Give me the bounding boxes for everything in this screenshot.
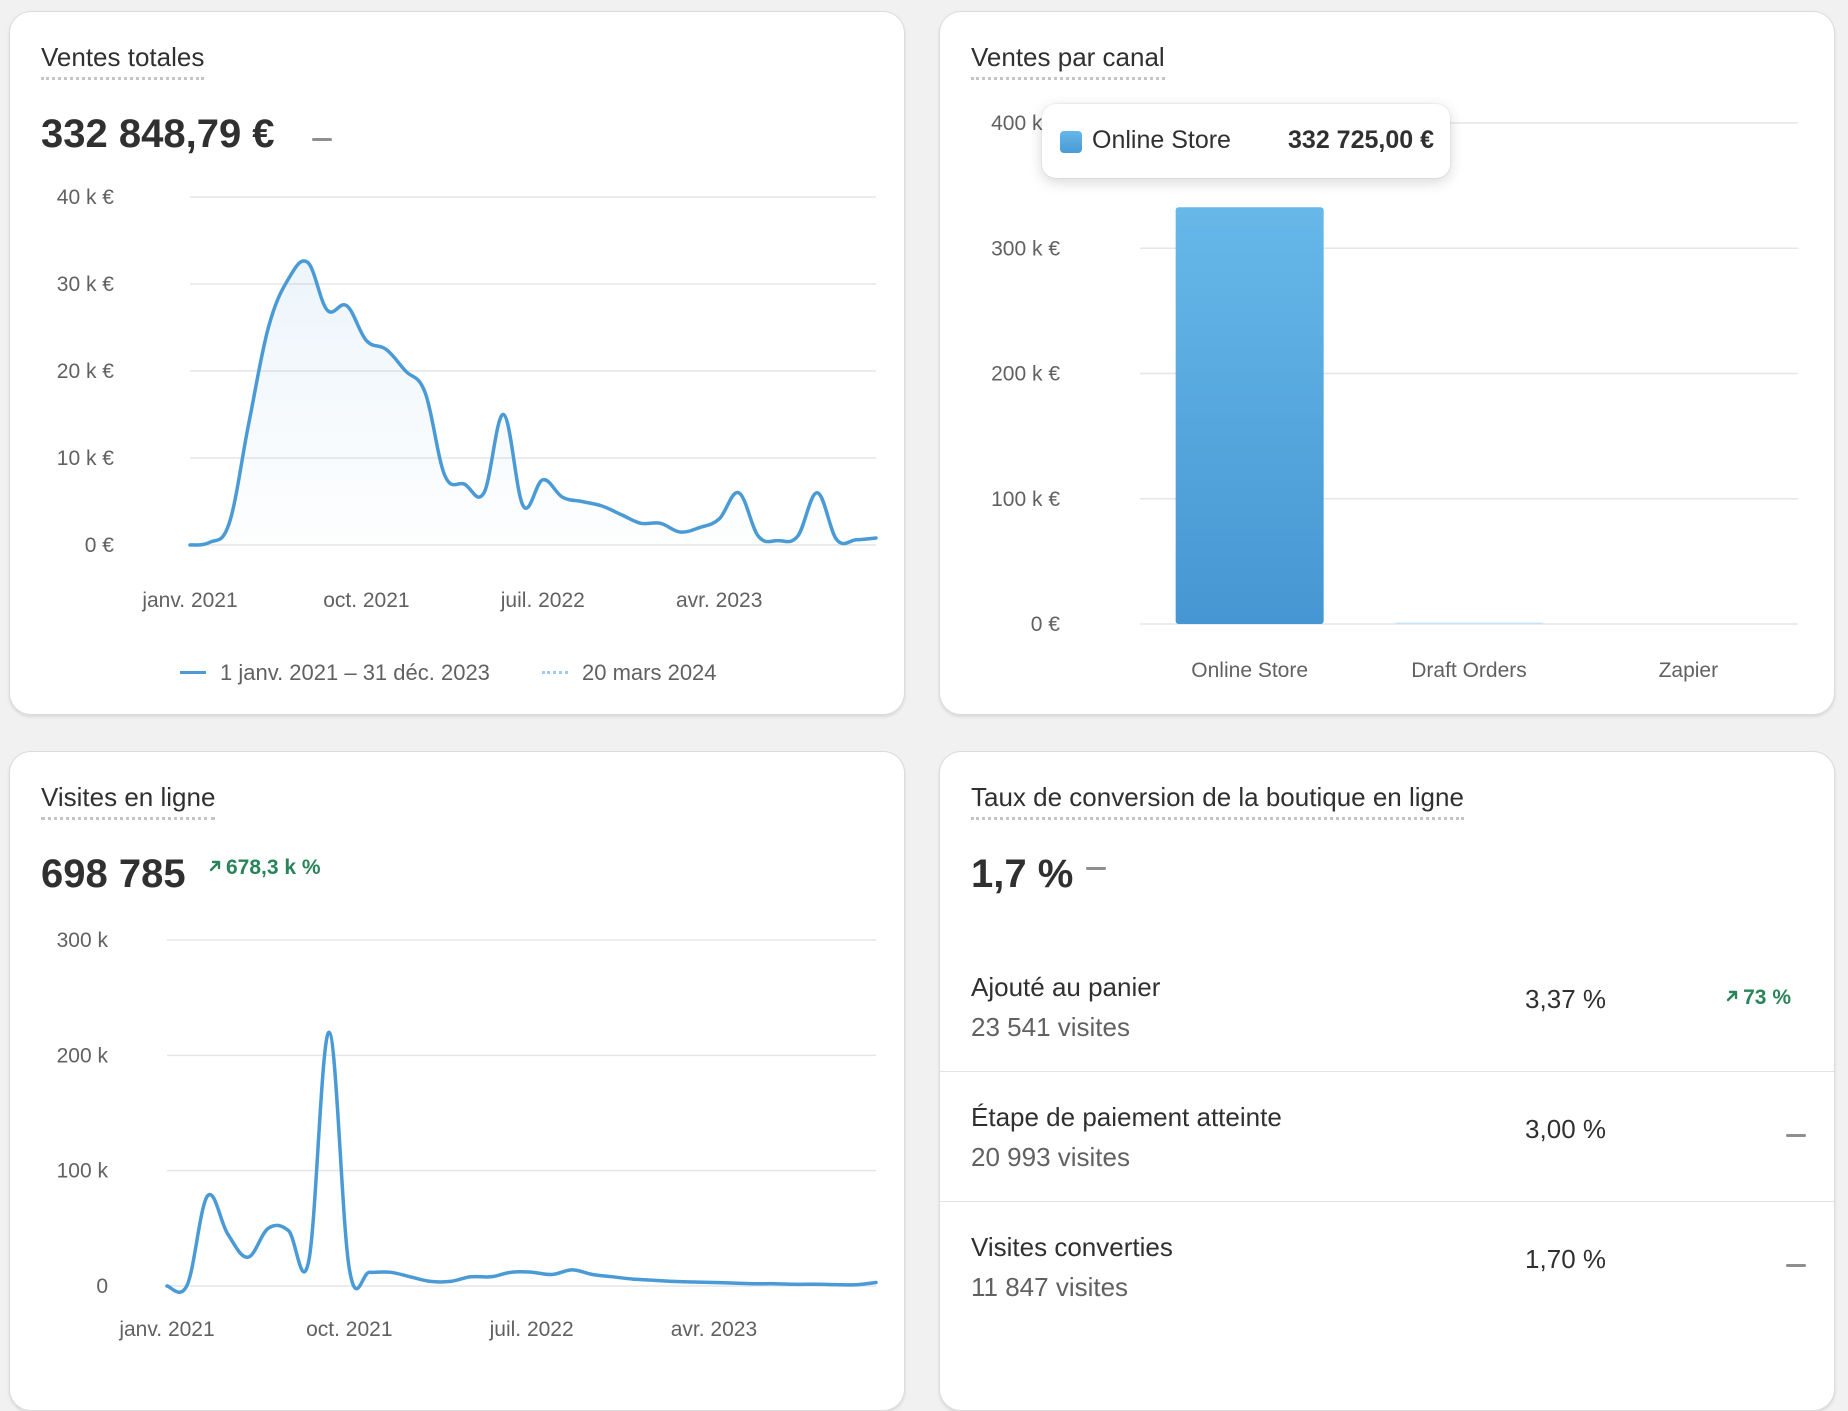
total-sales-area	[190, 260, 876, 545]
total-sales-card: Ventes totales 332 848,79 € 0 € 10 k € 20 …	[9, 11, 905, 715]
row-divider	[940, 1201, 1834, 1202]
tooltip-swatch-icon	[1060, 131, 1082, 153]
y-tick-label: 30 k €	[57, 273, 115, 296]
conversion-row-no-change-dash	[1786, 1134, 1806, 1137]
conversion-row-checkout-reached: Étape de paiement atteinte 20 993 visite…	[940, 1072, 1834, 1202]
bar-online-store[interactable]	[1175, 207, 1324, 624]
sales-by-channel-chart: 0 €100 k €200 k €300 k €400 k € Online S…	[991, 112, 1798, 682]
conversion-rate-card: Taux de conversion de la boutique en lig…	[939, 751, 1835, 1411]
conversion-row-percent: 3,37 %	[1525, 984, 1606, 1014]
channel-tooltip: Online Store 332 725,00 €	[1042, 104, 1450, 178]
y-tick-label: 100 k €	[991, 488, 1060, 511]
conversion-rate-title[interactable]: Taux de conversion de la boutique en lig…	[971, 782, 1464, 820]
conversion-row-change-value: 73 %	[1743, 986, 1791, 1009]
y-tick-label: 300 k	[57, 929, 109, 952]
conversion-rate-value: 1,7 %	[971, 852, 1074, 896]
bar-draft-orders[interactable]	[1395, 622, 1543, 625]
conversion-row-add-to-cart: Ajouté au panier 23 541 visites 3,37 % 7…	[940, 942, 1834, 1072]
conversion-row-label: Étape de paiement atteinte	[971, 1102, 1282, 1132]
conversion-row-change: 73 %	[1725, 986, 1791, 1010]
tooltip-channel-value: 332 725,00 €	[1288, 126, 1434, 154]
online-visits-trend: 678,3 k %	[208, 856, 321, 880]
sales-by-channel-card: Ventes par canal 0 € 100 k € 200 k € 300 k …	[939, 11, 1835, 715]
online-visits-card: Visites en ligne 698 785 678,3 k % 0 100 …	[9, 751, 905, 1411]
x-tick-label: oct. 2021	[323, 589, 409, 612]
legend-current-label: 1 janv. 2021 – 31 déc. 2023	[220, 660, 490, 685]
y-tick-label: 40 k €	[57, 186, 115, 209]
legend-solid-swatch-icon	[180, 671, 206, 674]
x-tick-label: juil. 2022	[489, 1318, 574, 1341]
sales-by-channel-title[interactable]: Ventes par canal	[971, 42, 1165, 80]
x-category-label: Online Store	[1191, 659, 1308, 682]
x-tick-label: avr. 2023	[676, 589, 762, 612]
row-divider	[940, 1071, 1834, 1072]
online-visits-title[interactable]: Visites en ligne	[41, 782, 216, 820]
y-tick-label: 300 k €	[991, 237, 1060, 260]
conversion-row-visits: 11 847 visites	[971, 1272, 1129, 1302]
y-tick-label: 20 k €	[57, 360, 115, 383]
total-sales-series-line[interactable]	[188, 259, 878, 547]
conversion-row-visits: 20 993 visites	[971, 1142, 1130, 1172]
y-tick-label: 100 k	[57, 1160, 109, 1183]
tooltip-channel-name: Online Store	[1092, 126, 1231, 154]
online-visits-value: 698 785	[41, 852, 186, 896]
total-sales-chart: 0 € 10 k € 20 k € 30 k € 40 k € janv. 2021 oc…	[57, 186, 878, 612]
total-sales-value: 332 848,79 €	[41, 112, 275, 156]
x-tick-label: janv. 2021	[141, 589, 237, 612]
conversion-row-percent: 3,00 %	[1525, 1114, 1606, 1144]
total-sales-comparison-dash	[312, 138, 332, 141]
conversion-row-no-change-dash	[1786, 1264, 1806, 1267]
conversion-row-visits: 23 541 visites	[971, 1012, 1130, 1042]
y-tick-label: 10 k €	[57, 447, 115, 470]
legend-dotted-swatch-icon	[542, 671, 568, 674]
conversion-row-converted-visits: Visites converties 11 847 visites 1,70 %	[940, 1202, 1834, 1332]
x-tick-label: avr. 2023	[671, 1318, 757, 1341]
arrow-up-right-icon	[1726, 990, 1738, 1002]
x-tick-label: juil. 2022	[500, 589, 585, 612]
y-tick-label: 0 €	[1031, 613, 1061, 636]
conversion-row-label: Visites converties	[971, 1232, 1173, 1262]
online-visits-chart: 0 100 k 200 k 300 k janv. 2021 oct. 2021 juil…	[57, 929, 878, 1341]
online-visits-series-line[interactable]	[165, 1030, 878, 1294]
y-tick-label: 0 €	[85, 534, 115, 557]
x-tick-label: janv. 2021	[118, 1318, 214, 1341]
conversion-comparison-dash	[1086, 867, 1106, 870]
x-category-label: Draft Orders	[1411, 659, 1527, 682]
y-tick-label: 200 k €	[991, 363, 1060, 386]
x-tick-label: oct. 2021	[306, 1318, 392, 1341]
y-tick-label: 0	[96, 1275, 108, 1298]
legend-previous-label: 20 mars 2024	[582, 660, 717, 685]
y-tick-label: 200 k	[57, 1044, 109, 1067]
conversion-row-percent: 1,70 %	[1525, 1244, 1606, 1274]
conversion-row-label: Ajouté au panier	[971, 972, 1161, 1002]
x-category-label: Zapier	[1659, 659, 1719, 682]
total-sales-title[interactable]: Ventes totales	[41, 42, 205, 80]
online-visits-trend-value: 678,3 k %	[226, 856, 321, 879]
arrow-up-right-icon	[209, 860, 221, 872]
